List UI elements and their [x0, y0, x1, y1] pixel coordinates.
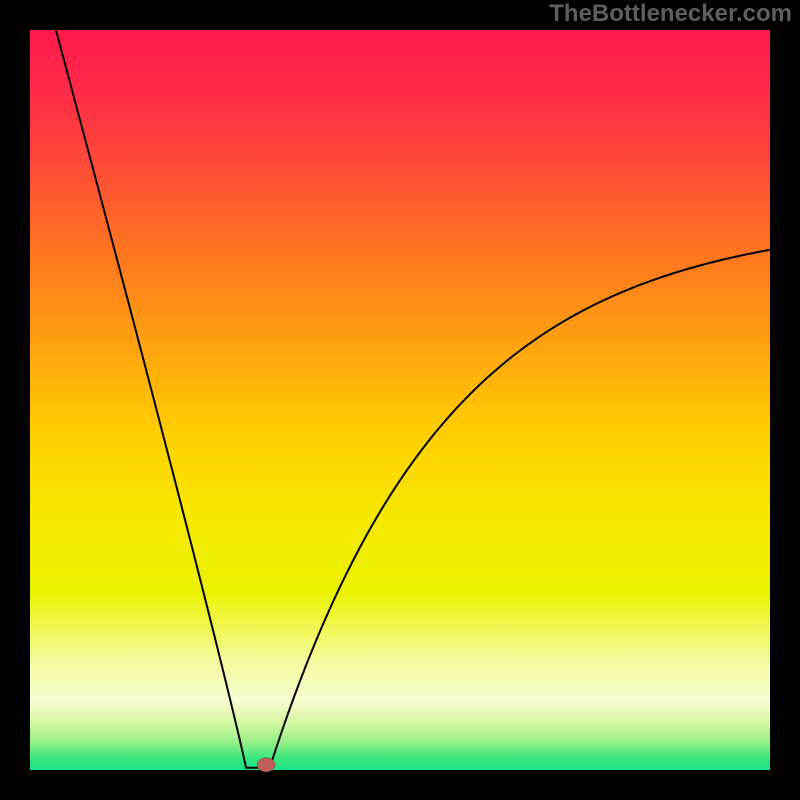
plot-gradient-background	[30, 30, 770, 770]
optimal-point-marker	[257, 758, 275, 772]
chart-container: TheBottlenecker.com	[0, 0, 800, 800]
bottleneck-chart-svg	[0, 0, 800, 800]
